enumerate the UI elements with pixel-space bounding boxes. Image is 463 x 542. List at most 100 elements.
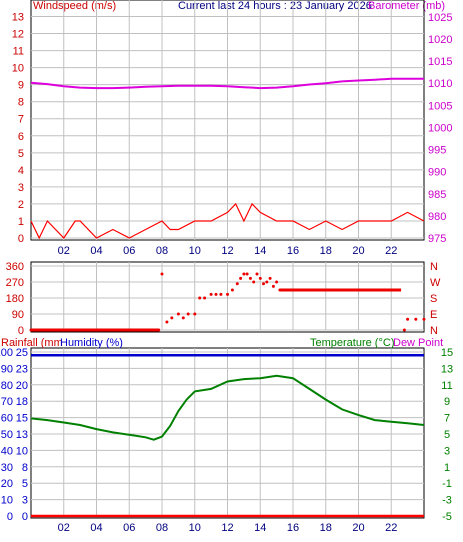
y2-tick-label: 1010 [428, 78, 452, 90]
x-tick-label: 16 [287, 522, 299, 534]
y2-tick-label: N [430, 325, 438, 337]
x-tick-label: 10 [189, 245, 201, 257]
y2-tick-label: W [430, 277, 441, 289]
windspeed-label: Windspeed (m/s) [33, 0, 116, 12]
direction-point [422, 317, 426, 321]
chart-title: Current last 24 hours : 23 January 2026 [178, 0, 372, 12]
direction-point [255, 272, 259, 276]
y2-tick-label: 7 [444, 413, 450, 425]
direction-point [230, 288, 234, 292]
direction-point [193, 312, 197, 316]
x-tick-label: 08 [156, 245, 168, 257]
x-tick-label: 18 [320, 522, 332, 534]
y2-tick-label: 1015 [428, 56, 452, 68]
y2-tick-label: 5 [444, 429, 450, 441]
y2-tick-label: 15 [441, 347, 453, 359]
direction-point [271, 284, 275, 288]
y2-tick-label: -1 [442, 478, 452, 490]
direction-point [268, 276, 272, 280]
direction-point [209, 292, 213, 296]
y-rain-tick-label: 8 [22, 462, 28, 474]
direction-point [242, 272, 246, 276]
y-rain-tick-label: 0 [22, 511, 28, 523]
y-tick-label: 360 [6, 261, 24, 273]
y-tick-label: 0 [18, 325, 24, 337]
direction-point [275, 280, 279, 284]
y2-tick-label: 11 [441, 380, 452, 392]
y-tick-label: 5 [18, 148, 24, 160]
x-tick-label: 08 [156, 522, 168, 534]
direction-point [170, 316, 174, 320]
x-tick-label: 02 [58, 522, 70, 534]
y2-tick-label: S [430, 293, 437, 305]
y-tick-label: 12 [12, 29, 24, 41]
direction-point [160, 272, 164, 276]
x-tick-label: 14 [254, 522, 266, 534]
y-tick-label: 9 [18, 80, 24, 92]
x-tick-label: 16 [287, 245, 299, 257]
y-rain-tick-label: 20 [16, 380, 28, 392]
x-tick-label: 10 [189, 522, 201, 534]
x-tick-label: 12 [221, 522, 233, 534]
y-tick-label: 20 [1, 478, 13, 490]
y2-tick-label: 9 [444, 396, 450, 408]
y-tick-label: 4 [18, 165, 24, 177]
y-tick-label: 7 [18, 114, 24, 126]
x-tick-label: 04 [90, 522, 102, 534]
y-rain-tick-label: 23 [16, 363, 28, 375]
y-tick-label: 8 [18, 97, 24, 109]
y-tick-label: 3 [18, 182, 24, 194]
y2-tick-label: E [430, 309, 437, 321]
direction-point [262, 282, 265, 286]
y2-tick-label: 1005 [428, 100, 452, 112]
y2-tick-label: 990 [428, 167, 446, 179]
y-tick-label: 0 [18, 233, 24, 245]
y-rain-tick-label: 3 [22, 495, 28, 507]
y2-tick-label: 3 [444, 445, 450, 457]
y-rain-tick-label: 13 [16, 429, 28, 441]
x-tick-label: 20 [352, 522, 364, 534]
x-tick-label: 06 [123, 522, 135, 534]
x-tick-label: 20 [352, 245, 364, 257]
y-tick-label: 2 [18, 199, 24, 211]
y2-tick-label: 1020 [428, 34, 452, 46]
dewpoint-label: Dew Point [393, 337, 443, 349]
y2-tick-label: 985 [428, 189, 446, 201]
direction-point [165, 320, 169, 324]
y-tick-label: 40 [1, 445, 13, 457]
y-rain-tick-label: 18 [16, 396, 28, 408]
x-tick-label: 14 [254, 245, 266, 257]
direction-point [186, 312, 190, 316]
y-tick-label: 30 [1, 462, 13, 474]
x-tick-label: 04 [90, 245, 102, 257]
y2-tick-label: 980 [428, 211, 446, 223]
direction-point [181, 316, 185, 320]
direction-point [402, 328, 406, 332]
y2-tick-label: N [430, 261, 438, 273]
y-tick-label: 270 [6, 277, 24, 289]
y2-tick-label: -3 [442, 495, 452, 507]
y-tick-label: 13 [12, 12, 24, 24]
direction-point [203, 296, 207, 300]
y-tick-label: 10 [1, 495, 13, 507]
y-tick-label: 180 [6, 293, 24, 305]
direction-point [214, 292, 218, 296]
y2-tick-label: -5 [442, 511, 452, 523]
barometer-label: Barometer (mb) [368, 0, 445, 12]
x-tick-label: 18 [320, 245, 332, 257]
panel-direction-grid [31, 262, 424, 331]
y-tick-label: 90 [12, 309, 24, 321]
y-tick-label: 70 [1, 396, 13, 408]
y-tick-label: 50 [1, 429, 13, 441]
y-tick-label: 6 [18, 131, 24, 143]
x-tick-label: 22 [385, 522, 397, 534]
y-tick-label: 100 [0, 347, 13, 359]
y-tick-label: 0 [7, 511, 13, 523]
y2-tick-label: 1 [444, 462, 450, 474]
direction-point [239, 276, 243, 280]
y-tick-label: 80 [1, 380, 13, 392]
y2-tick-label: 13 [441, 363, 453, 375]
x-tick-label: 02 [58, 245, 70, 257]
direction-point [176, 312, 180, 316]
